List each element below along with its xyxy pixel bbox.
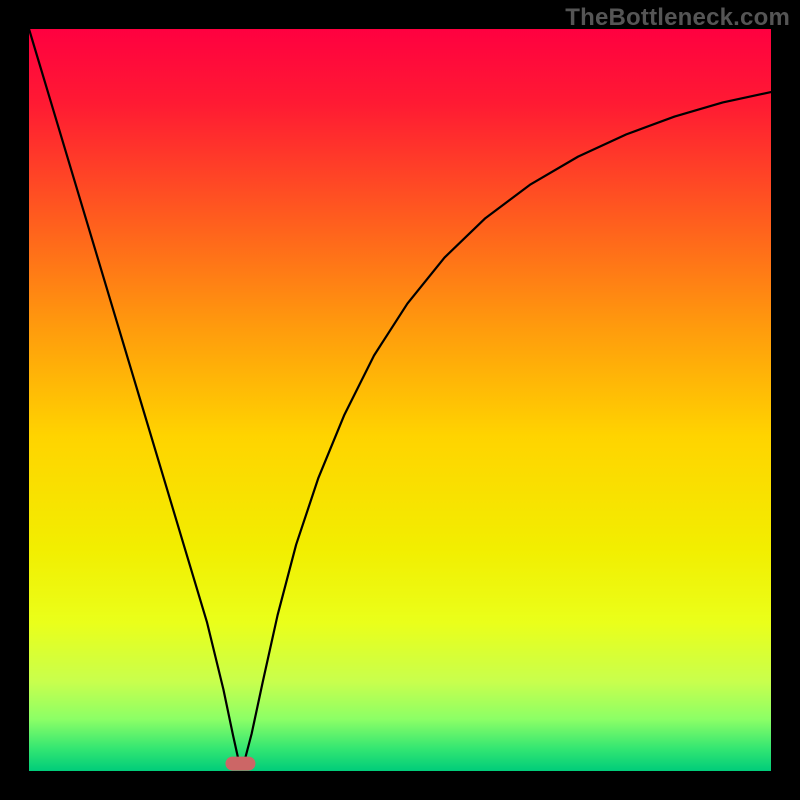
bottleneck-chart bbox=[0, 0, 800, 800]
outer-frame: TheBottleneck.com bbox=[0, 0, 800, 800]
optimal-marker bbox=[225, 757, 255, 771]
watermark-text: TheBottleneck.com bbox=[565, 4, 790, 32]
